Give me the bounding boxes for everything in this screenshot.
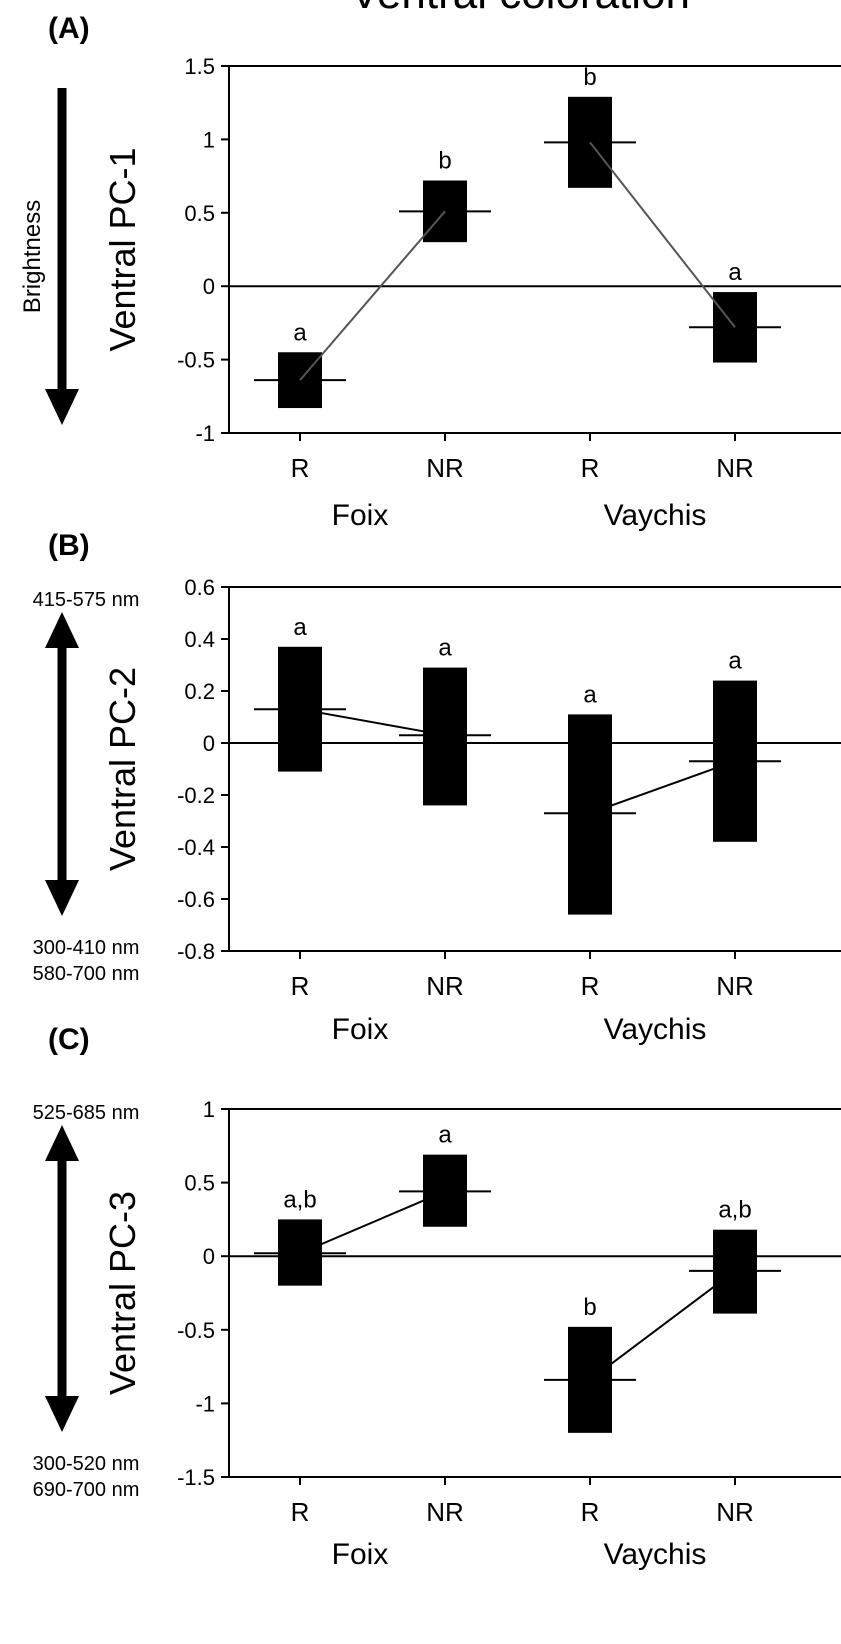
y-tick-label: 1 <box>203 127 215 152</box>
y-tick-label: -0.2 <box>177 783 215 808</box>
figure-title: Ventral coloration <box>350 0 690 18</box>
x-tick-label: NR <box>716 1497 754 1527</box>
arrow-top-label: 525-685 nm <box>33 1102 140 1124</box>
y-axis-label: Ventral PC-1 <box>102 147 143 351</box>
x-tick-label: R <box>291 971 310 1001</box>
y-tick-label: -0.4 <box>177 835 215 860</box>
y-tick-label: 0.4 <box>184 627 215 652</box>
group-label: Foix <box>332 1538 389 1571</box>
group-label: Foix <box>332 499 389 532</box>
y-tick-label: -1 <box>195 1391 215 1416</box>
significance-letter: a <box>728 648 742 675</box>
group-label: Vaychis <box>604 1538 707 1571</box>
group-label: Vaychis <box>604 499 707 532</box>
significance-letter: a <box>438 635 452 662</box>
y-tick-label: -1.5 <box>177 1465 215 1490</box>
x-tick-label: R <box>581 971 600 1001</box>
panel-label: (A) <box>48 12 90 45</box>
x-tick-label: R <box>291 453 310 483</box>
panel-label: (B) <box>48 529 90 562</box>
arrow-bottom-label: 300-520 nm <box>33 1453 140 1475</box>
range-bar <box>423 667 467 806</box>
arrow-head-down <box>45 880 79 916</box>
significance-letter: a,b <box>283 1186 316 1213</box>
arrow-head-up <box>45 1125 79 1161</box>
y-tick-label: 0 <box>203 731 215 756</box>
x-tick-label: NR <box>426 1497 464 1527</box>
significance-letter: a <box>438 1122 452 1149</box>
x-tick-label: NR <box>426 971 464 1001</box>
y-tick-label: -0.5 <box>177 348 215 373</box>
y-tick-label: 1 <box>203 1097 215 1122</box>
y-tick-label: 0.5 <box>184 1171 215 1196</box>
y-axis-label: Ventral PC-3 <box>102 1191 143 1395</box>
arrow-bottom-label: 300-410 nm <box>33 937 140 959</box>
x-tick-label: R <box>291 1497 310 1527</box>
group-label: Foix <box>332 1013 389 1046</box>
arrow-head-up <box>45 612 79 648</box>
reaction-norm-line <box>299 708 446 737</box>
y-axis-label: Ventral PC-2 <box>102 667 143 871</box>
x-tick-label: NR <box>716 453 754 483</box>
arrow-top-label: 415-575 nm <box>33 589 140 611</box>
significance-letter: b <box>583 64 596 91</box>
panel-label: (C) <box>48 1023 90 1056</box>
arrow-bottom-label: 690-700 nm <box>33 1479 140 1501</box>
arrow-bottom-label: 580-700 nm <box>33 963 140 985</box>
panel-2: (B) 0.6 0.4 0.2 0 -0.2 -0.4 -0.6 -0.8 Ventral PC-… <box>33 529 841 1046</box>
significance-letter: a <box>293 319 307 346</box>
reaction-norm-line <box>299 210 446 381</box>
reaction-norm-line <box>589 1270 736 1381</box>
y-tick-label: 0.6 <box>184 575 215 600</box>
x-tick-label: NR <box>716 971 754 1001</box>
significance-letter: a <box>583 681 597 708</box>
panel-3: (C) 1 0.5 0 -0.5 -1 -1.5 Ventral PC-3 525-685 nm… <box>33 1023 841 1571</box>
y-tick-label: 0 <box>203 274 215 299</box>
significance-letter: a <box>293 614 307 641</box>
panels: (A) 1.5 1 0.5 0 -0.5 -1 Ventral PC-1 Brightness a… <box>19 12 841 1571</box>
arrow-head-down <box>45 389 79 425</box>
y-tick-label: -0.5 <box>177 1318 215 1343</box>
y-tick-label: 0 <box>203 1244 215 1269</box>
range-bar <box>568 714 612 915</box>
y-tick-label: -0.6 <box>177 887 215 912</box>
panel-1: (A) 1.5 1 0.5 0 -0.5 -1 Ventral PC-1 Brightness a… <box>19 12 841 532</box>
reaction-norm-line <box>589 760 736 815</box>
y-tick-label: -1 <box>195 421 215 446</box>
significance-letter: a <box>728 259 742 286</box>
significance-letter: b <box>583 1294 596 1321</box>
x-tick-label: R <box>581 1497 600 1527</box>
arrow-caption: Brightness <box>19 200 46 313</box>
significance-letter: a,b <box>718 1197 751 1224</box>
y-tick-label: 0.5 <box>184 201 215 226</box>
arrow-head-down <box>45 1396 79 1432</box>
reaction-norm-line <box>299 1190 446 1255</box>
y-tick-label: -0.8 <box>177 939 215 964</box>
reaction-norm-line <box>589 141 736 328</box>
x-tick-label: NR <box>426 453 464 483</box>
x-tick-label: R <box>581 453 600 483</box>
y-tick-label: 0.2 <box>184 679 215 704</box>
y-tick-label: 1.5 <box>184 54 215 79</box>
significance-letter: b <box>438 148 451 175</box>
group-label: Vaychis <box>604 1013 707 1046</box>
